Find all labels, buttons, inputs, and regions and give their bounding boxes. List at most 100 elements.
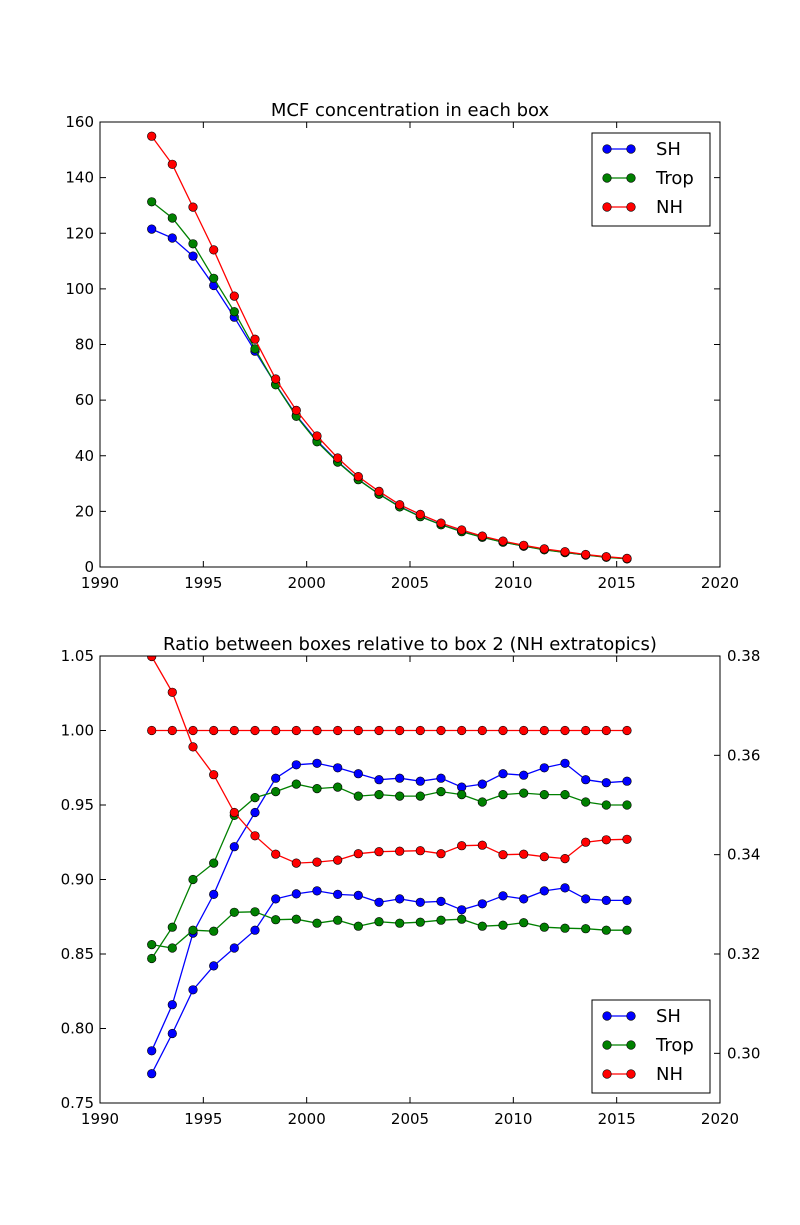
data-point — [188, 925, 198, 935]
data-point — [498, 789, 508, 800]
data-point — [229, 807, 239, 818]
data-point — [581, 837, 591, 847]
data-point — [622, 925, 632, 935]
data-point — [560, 923, 570, 933]
y-tick-label: 60 — [75, 391, 94, 409]
data-point — [374, 775, 384, 785]
legend-item-nh: NH — [602, 197, 683, 218]
data-point — [539, 725, 549, 736]
data-point — [209, 889, 219, 900]
data-point — [250, 907, 260, 917]
y2-tick-label: 0.30 — [727, 1044, 760, 1062]
x-tick-label: 1990 — [81, 1110, 119, 1128]
data-point — [539, 922, 549, 932]
data-point — [519, 725, 529, 736]
data-point — [271, 773, 281, 783]
y-tick-label: 100 — [65, 280, 94, 298]
data-point — [519, 894, 529, 904]
legend-marker — [602, 144, 612, 154]
x-tick-label: 2000 — [288, 574, 326, 592]
data-point — [457, 841, 467, 851]
x-tick-label: 2015 — [598, 1110, 636, 1128]
data-point — [477, 725, 487, 736]
data-point — [415, 846, 425, 856]
data-point — [374, 486, 384, 497]
chart-title: Ratio between boxes relative to box 2 (N… — [163, 634, 657, 655]
data-point — [291, 725, 301, 736]
data-point — [291, 779, 301, 789]
legend-marker — [602, 1069, 612, 1079]
y2-tick-label: 0.38 — [727, 647, 760, 665]
data-point — [498, 725, 508, 736]
data-point — [560, 853, 570, 864]
data-point — [415, 725, 425, 736]
data-point — [519, 540, 529, 550]
y-tick-label: 80 — [75, 336, 94, 354]
data-point — [415, 897, 425, 907]
data-point — [271, 915, 281, 925]
data-point — [147, 1069, 157, 1079]
data-point — [539, 544, 549, 554]
data-point — [498, 891, 508, 901]
data-point — [581, 797, 591, 807]
data-point — [312, 725, 322, 736]
data-point — [209, 725, 219, 736]
legend-marker — [626, 144, 636, 154]
data-point — [498, 920, 508, 930]
y-tick-label: 0.95 — [61, 796, 94, 814]
data-point — [291, 889, 301, 899]
y-tick-label: 1.00 — [61, 722, 94, 740]
data-point — [353, 849, 363, 859]
data-point — [312, 918, 322, 928]
data-point — [395, 500, 405, 510]
data-point — [188, 251, 198, 261]
data-point — [436, 849, 446, 859]
data-point — [477, 840, 487, 850]
y-tick-label: 20 — [75, 502, 94, 520]
data-point — [477, 531, 487, 541]
data-point — [312, 783, 322, 794]
x-tick-label: 2020 — [701, 574, 739, 592]
data-point — [209, 770, 219, 780]
data-point — [167, 943, 177, 953]
data-point — [167, 213, 177, 223]
legend-marker — [602, 202, 612, 212]
data-point — [519, 788, 529, 798]
legend-label: Trop — [655, 1035, 694, 1056]
data-point — [622, 553, 632, 564]
data-point — [519, 918, 529, 928]
x-tick-label: 2005 — [391, 1110, 429, 1128]
data-point — [601, 925, 611, 935]
data-point — [333, 763, 343, 773]
data-point — [560, 725, 570, 736]
chart-title: MCF concentration in each box — [271, 100, 550, 121]
data-point — [477, 797, 487, 807]
x-tick-label: 1990 — [81, 574, 119, 592]
series-nh-right — [147, 656, 632, 868]
data-point — [353, 890, 363, 901]
chart-mcf-concentration: MCF concentration in each box 1990 1995 20… — [65, 100, 739, 592]
data-point — [601, 725, 611, 736]
data-point — [581, 775, 591, 785]
data-point — [560, 758, 570, 768]
y2-tick-label: 0.36 — [727, 746, 760, 764]
data-point — [229, 725, 239, 736]
data-point — [622, 895, 632, 906]
data-point — [601, 895, 611, 906]
data-point — [581, 894, 591, 904]
data-point — [167, 1028, 177, 1039]
series-nh-left — [147, 725, 632, 736]
y-tick-label: 0.90 — [61, 871, 94, 889]
data-point — [395, 918, 405, 928]
data-point — [271, 894, 281, 904]
data-point — [209, 926, 219, 936]
data-point — [457, 525, 467, 535]
data-point — [622, 800, 632, 810]
data-point — [395, 846, 405, 856]
data-point — [209, 858, 219, 868]
data-point — [250, 344, 260, 354]
data-point — [560, 789, 570, 800]
data-point — [312, 857, 322, 867]
y-tick-label: 140 — [65, 169, 94, 187]
